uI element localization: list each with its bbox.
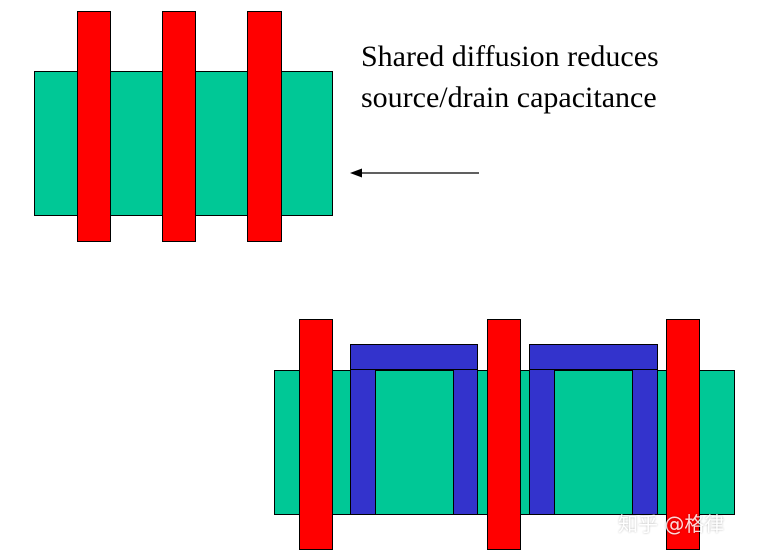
caption-line-1: Shared diffusion reduces [361, 40, 659, 73]
watermark: 知乎 @格律 [618, 512, 725, 536]
metal-strap-1-bar [350, 344, 478, 370]
metal-strap-2-right-leg [632, 369, 658, 515]
metal-strap-1-right-leg [453, 369, 478, 515]
metal-strap-2-bar [529, 344, 658, 370]
gate-4 [299, 319, 333, 550]
gate-3 [247, 11, 282, 242]
gate-2 [162, 11, 196, 242]
metal-strap-2-left-leg [529, 369, 555, 515]
gate-6 [666, 319, 700, 550]
caption: Shared diffusion reduces source/drain ca… [361, 36, 659, 118]
caption-line-2: source/drain capacitance [361, 81, 657, 114]
gate-5 [487, 319, 521, 550]
left-arrow-icon [350, 168, 479, 178]
gate-1 [77, 11, 111, 242]
metal-strap-1-left-leg [350, 369, 376, 515]
